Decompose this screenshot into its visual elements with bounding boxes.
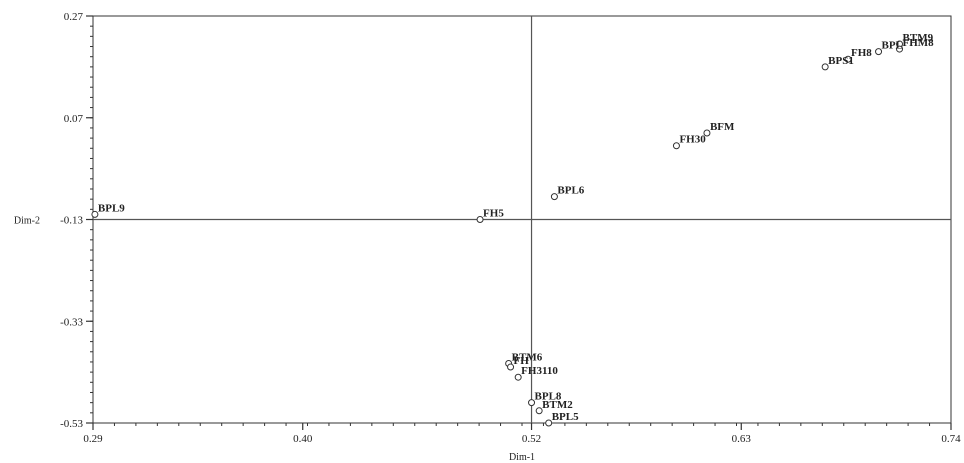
data-point — [703, 129, 711, 137]
y-axis-title: Dim-2 — [14, 216, 40, 227]
data-point — [672, 142, 680, 150]
x-axis-title: Dim-1 — [509, 452, 535, 463]
data-point-label: BFM — [710, 121, 735, 133]
data-point-label: BPL9 — [98, 202, 125, 214]
data-point-label: BTM2 — [542, 399, 573, 411]
data-point-label: BPL6 — [557, 185, 584, 197]
data-point-label: BPS1 — [828, 55, 854, 67]
axis-tick-labels: 0.27 0.07 -0.13 -0.33 -0.530.29 0.40 0.52 0.63 0… — [60, 11, 961, 445]
data-point-label: FHM8 — [903, 37, 935, 49]
data-point — [896, 45, 904, 53]
y-tick-label: -0.13 — [60, 215, 83, 227]
data-point — [545, 419, 553, 427]
data-point-label: FH8 — [851, 47, 872, 59]
data-point — [535, 407, 543, 415]
y-tick-label: -0.33 — [60, 316, 83, 328]
y-tick-label: 0.27 — [64, 11, 84, 23]
data-point — [528, 399, 536, 407]
x-tick-label: 0.29 — [83, 433, 103, 445]
data-point-label: BPL8 — [535, 391, 562, 403]
data-point-label: FH3110 — [521, 365, 558, 377]
data-point-label: BTM9 — [903, 32, 934, 44]
axis-ticks — [86, 15, 952, 430]
data-point-label: FH30 — [679, 134, 706, 146]
data-point — [875, 48, 883, 56]
x-tick-label: 0.63 — [732, 433, 752, 445]
data-point — [514, 373, 522, 381]
data-point — [821, 63, 829, 71]
data-point-label: BTM6 — [512, 351, 543, 363]
data-point-label: FH5 — [483, 208, 504, 220]
y-tick-label: 0.07 — [64, 113, 84, 125]
y-tick-label: -0.53 — [60, 418, 83, 430]
data-point-label: BPL5 — [552, 411, 579, 423]
data-point-label: FH — [514, 355, 530, 367]
x-tick-label: 0.52 — [522, 433, 541, 445]
data-point — [550, 193, 558, 201]
data-point — [476, 216, 484, 223]
x-tick-label: 0.74 — [941, 433, 961, 445]
data-point-label: BPL — [882, 40, 903, 52]
data-point — [844, 55, 852, 63]
x-tick-label: 0.40 — [293, 433, 313, 445]
data-point — [91, 210, 99, 218]
data-point — [507, 363, 515, 371]
